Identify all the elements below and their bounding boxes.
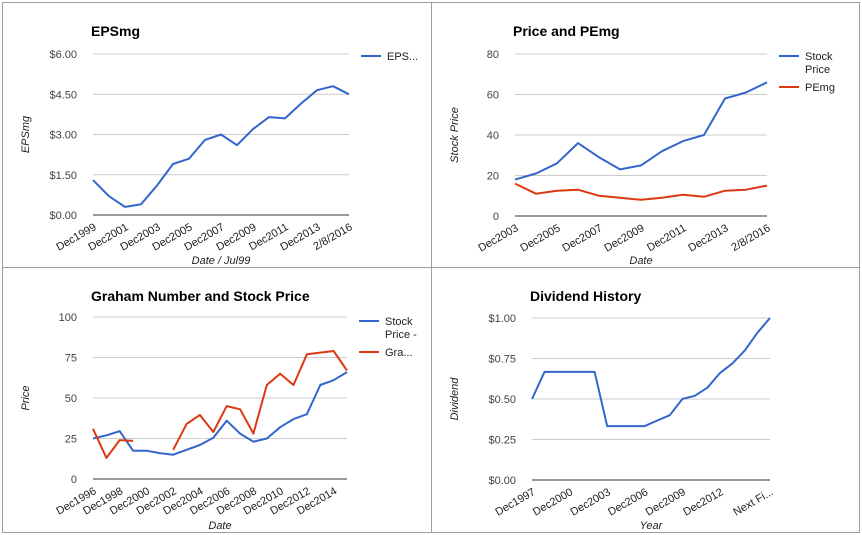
y-axis-title: Price [20,385,32,410]
legend-label-1: EPS... [387,51,418,63]
y-tick-label: 20 [487,171,499,183]
x-axis-title: Date [208,520,231,532]
y-axis-title: Dividend [449,377,461,421]
legend-label-1: Price - [385,329,417,341]
dividend-chart: Dividend History $0.00 $0.25 $0.50 $0.75 $1.0… [449,288,776,532]
y-tick-label: 0 [71,474,77,486]
series-line-1 [514,81,768,181]
x-tick-label: 2/8/2016 [729,222,772,254]
x-tick-label: Dec2003 [476,222,520,254]
x-tick-label: Dec2013 [686,222,730,254]
y-tick-label: $0.00 [49,210,77,222]
x-axis-title: Date / Jul99 [192,255,251,267]
x-tick-label: Dec2005 [518,222,562,254]
x-tick-label: Dec1997 [493,486,537,518]
x-tick-label: Dec2006 [606,486,650,518]
y-tick-label: $4.50 [49,89,77,101]
legend-label-1: Price [805,64,830,76]
x-axis-title: Date [629,255,652,267]
y-tick-label: 100 [59,312,77,324]
chart-title: Price and PEmg [513,23,620,39]
x-tick-label: Dec2003 [569,486,613,518]
x-tick-label: Dec2007 [560,222,604,254]
y-axis-title: Stock Price [449,107,461,163]
x-tick-label: Dec2011 [645,222,688,254]
y-tick-label: 0 [493,211,499,223]
graham-chart: Graham Number and Stock Price 0 25 50 75 100 D… [20,288,417,532]
y-tick-label: 50 [65,393,77,405]
legend-label-1: Stock [805,51,833,63]
y-tick-label: $0.50 [488,394,516,406]
y-tick-label: $1.00 [488,313,516,325]
dividend-chart-panel: Dividend History $0.00 $0.25 $0.50 $0.75 $1.0… [431,267,860,533]
series-line-2 [172,350,348,451]
x-tick-label: Dec2012 [681,486,725,518]
y-tick-label: $0.00 [488,475,516,487]
legend-label-2: Gra... [385,347,413,359]
series-line-1 [92,85,350,208]
legend-label-2: PEmg [805,82,835,94]
eps-chart: EPSmg$0.00$1.50$3.00$4.50$6.00Dec1999Dec… [20,23,418,267]
graham-chart-panel: Graham Number and Stock Price 0 25 50 75 100 D… [2,267,432,533]
y-tick-label: 40 [487,130,499,142]
y-tick-label: 25 [65,434,77,446]
x-tick-label: Dec2009 [602,222,646,254]
eps-chart-panel: EPSmg $0.00 $1.50 $3.00 $4.50 $6.00 Dec1999 Dec… [2,2,432,268]
y-tick-label: $1.50 [49,170,77,182]
x-axis-title: Year [640,520,664,532]
chart-title: Graham Number and Stock Price [91,288,310,304]
x-tick-label: Next Fi... [731,486,775,518]
y-axis-title: EPSmg [20,115,32,153]
price-pe-chart: Price and PEmg020406080Dec2003Dec2005Dec… [449,23,835,267]
series-line-1 [531,317,771,428]
x-tick-label: Dec2009 [644,486,688,518]
y-tick-label: $3.00 [49,130,77,142]
y-tick-label: $0.25 [488,435,516,447]
series-line-2 [514,182,768,201]
legend-label-1: Stock [385,316,413,328]
y-tick-label: 80 [487,49,499,61]
price-pe-chart-panel: Price and PEmg 0 20 40 60 80 Dec2003 Dec2005 Dec… [431,2,860,268]
x-tick-label: Dec2000 [531,486,575,518]
chart-title: Dividend History [530,288,641,304]
chart-title: EPSmg [91,23,140,39]
y-tick-label: 60 [487,90,499,102]
series-line-2 [92,428,134,459]
y-tick-label: $0.75 [488,354,516,366]
series-line-1 [92,371,348,456]
y-tick-label: 75 [65,353,77,365]
y-tick-label: $6.00 [49,49,77,61]
